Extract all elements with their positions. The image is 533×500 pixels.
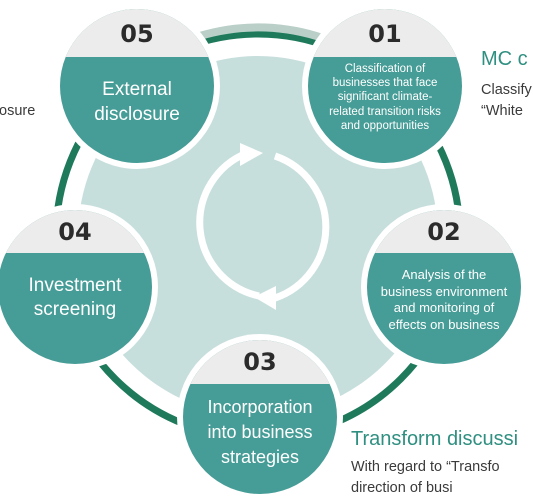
step-01-label: Classification of businesses that face s… <box>329 63 441 132</box>
step-04-number: 04 <box>0 210 152 253</box>
arrow-left-arc <box>196 149 260 300</box>
process-cycle-diagram: 05 External disclosure 01 Classification… <box>0 3 532 496</box>
step-05-number: 05 <box>60 9 214 57</box>
left-cut-text: osure <box>0 103 36 119</box>
arrow-head-bottom <box>254 286 276 310</box>
circular-arrows-icon <box>196 143 330 310</box>
mc-body-line-2: “White <box>481 103 523 119</box>
step-04-label: Investment screening <box>28 275 122 320</box>
arrow-head-top <box>240 143 263 166</box>
step-03-label: Incorporation into business strategies <box>207 397 313 467</box>
step-02-number: 02 <box>367 210 521 253</box>
step-01-circle: 01 Classification of businesses that fac… <box>302 3 468 169</box>
step-02-label: Analysis of the business environment and… <box>380 267 508 332</box>
step-05-label: External disclosure <box>94 79 180 125</box>
arrow-right-arc <box>273 152 330 302</box>
transform-body-line-1: With regard to “Transfo <box>351 459 500 475</box>
step-03-number: 03 <box>183 340 337 384</box>
transform-heading: Transform discussi <box>351 428 519 450</box>
step-05-circle: 05 External disclosure <box>54 3 220 169</box>
step-01-number: 01 <box>308 9 462 57</box>
step-02-circle: 02 Analysis of the business environment … <box>361 204 527 370</box>
step-03-circle: 03 Incorporation into business strategie… <box>177 334 343 500</box>
mc-heading: MC c <box>481 48 528 70</box>
mc-body-line-1: Classify <box>481 82 532 98</box>
transform-body-line-2: direction of busi <box>351 480 453 496</box>
step-04-circle: 04 Investment screening <box>0 204 158 370</box>
